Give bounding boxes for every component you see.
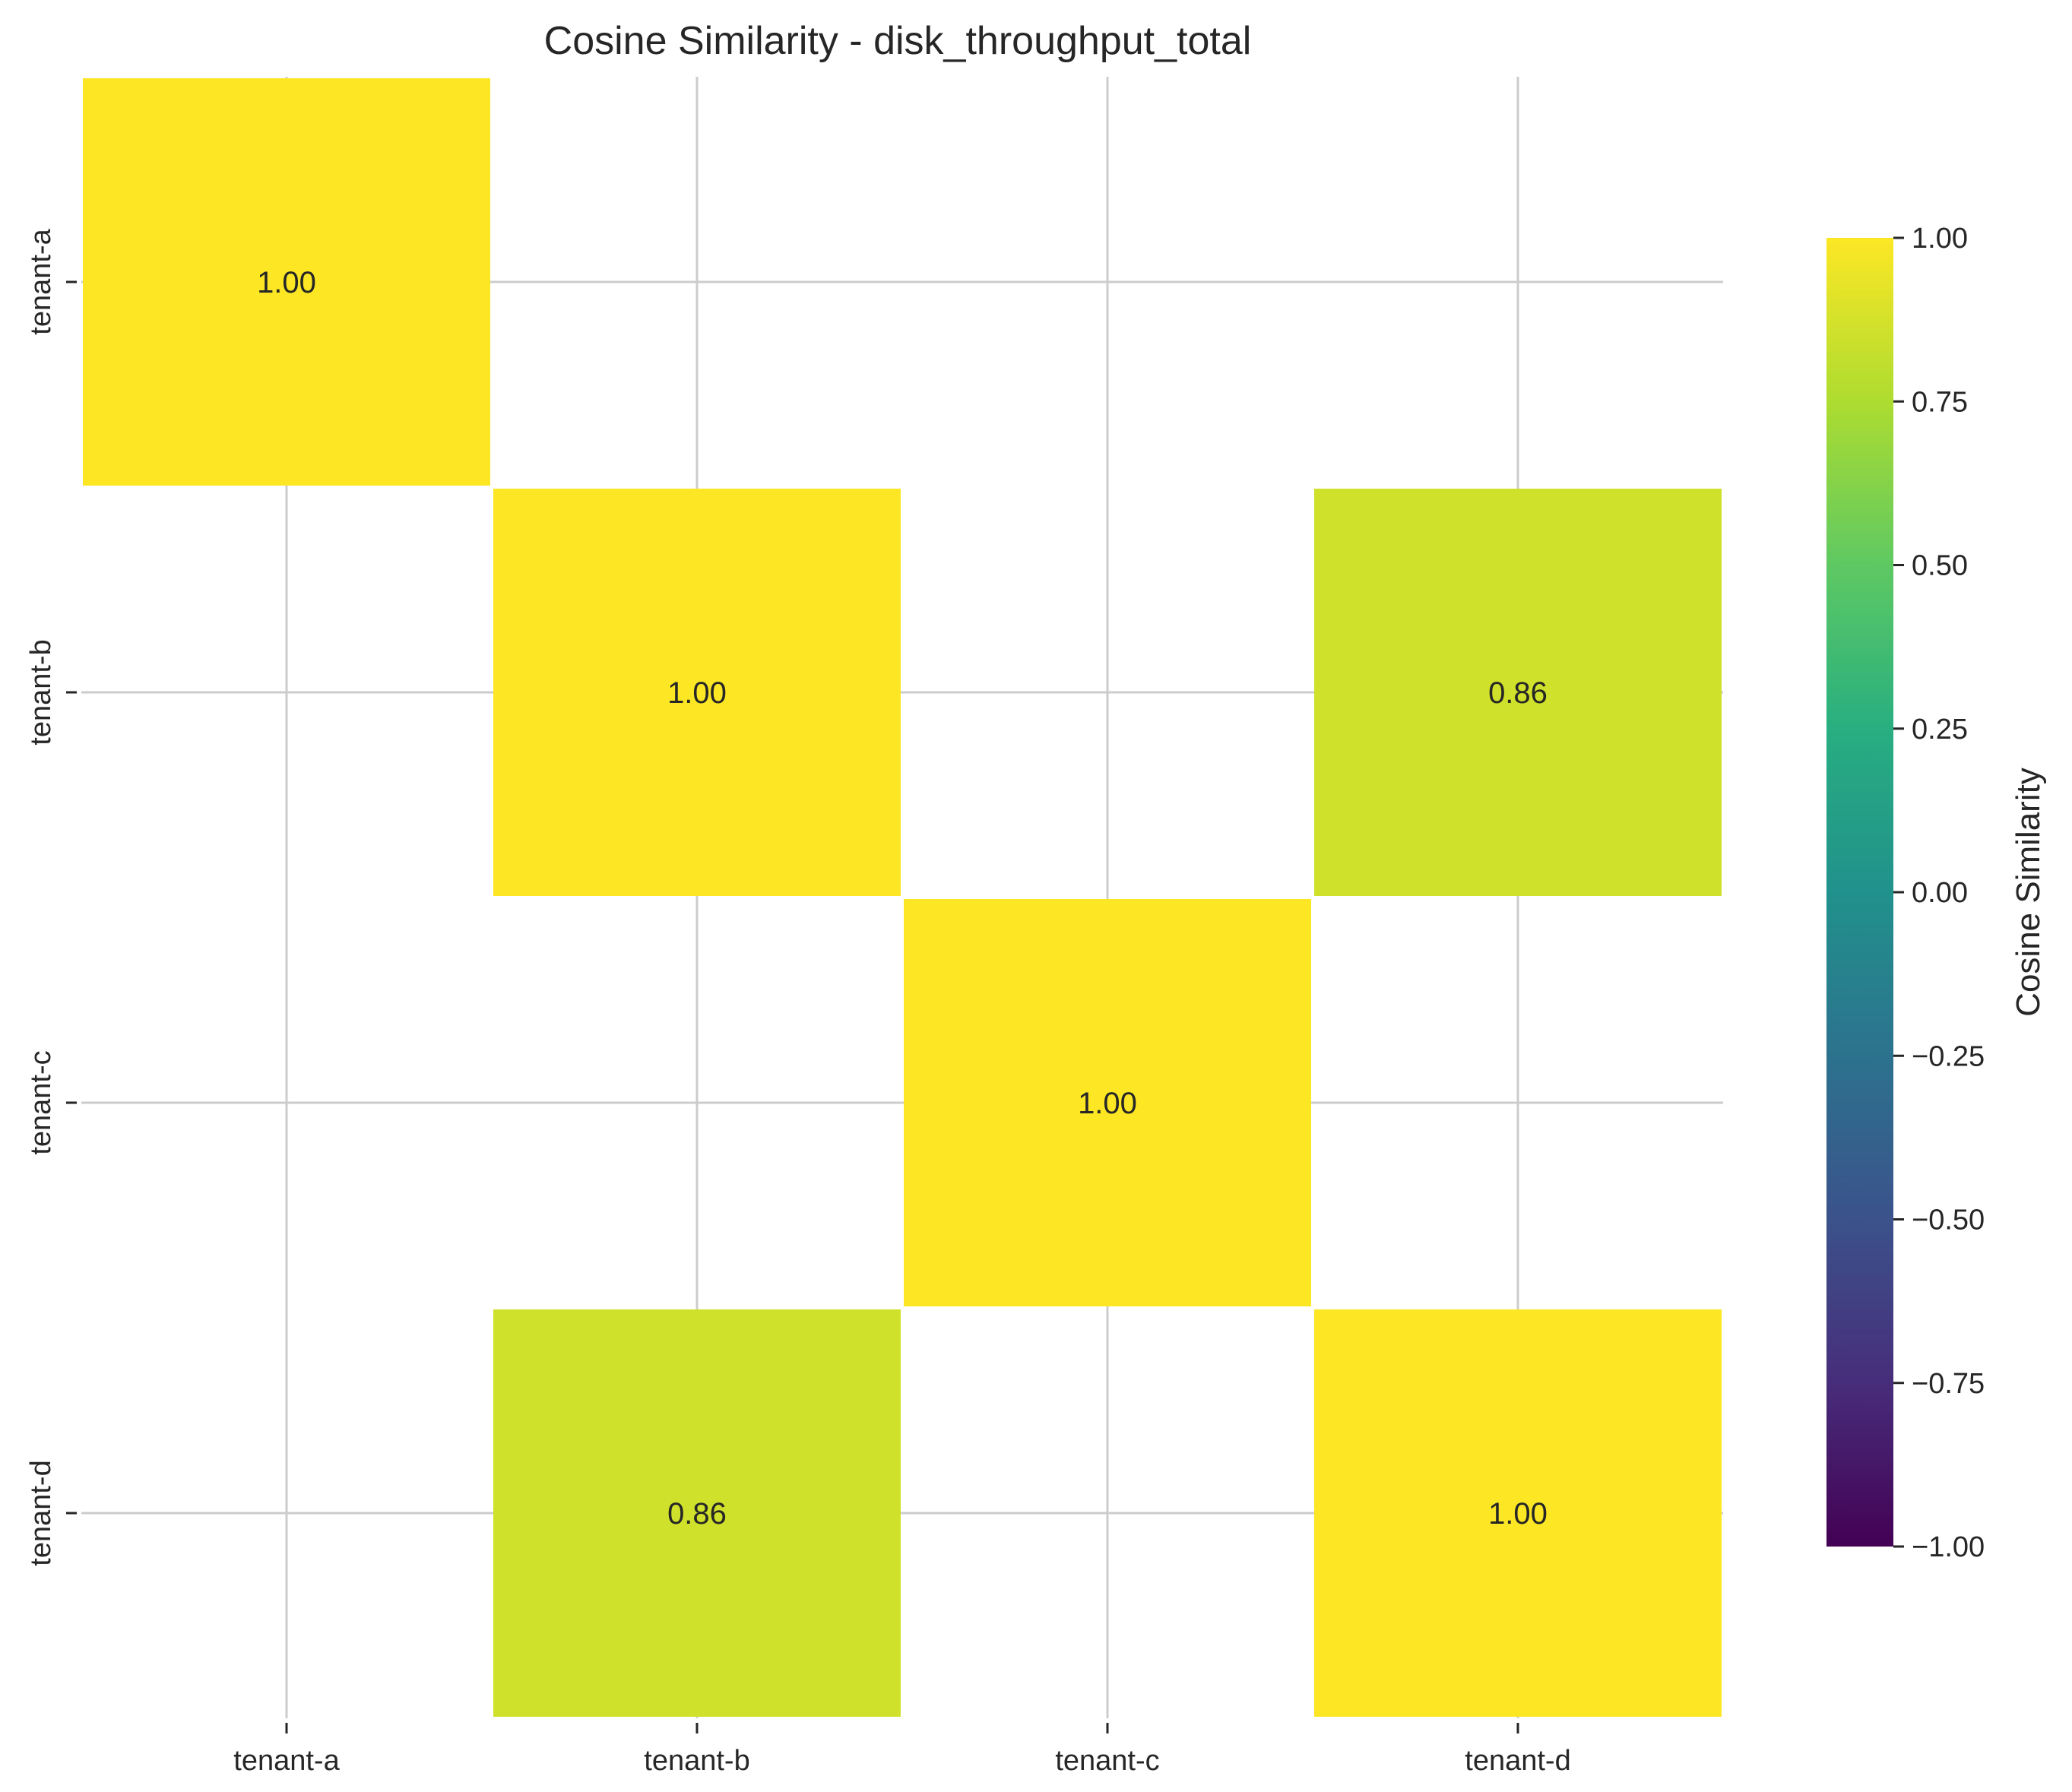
x-tick-label: tenant-d xyxy=(1465,1745,1570,1777)
y-tick-label: tenant-d xyxy=(25,1460,57,1566)
x-tick-label: tenant-c xyxy=(1055,1745,1159,1777)
colorbar-ticks: 1.00 0.75 0.50 0.25 0.00 −0.25 −0.50 −0.75 −1.00 xyxy=(1893,223,1985,1563)
colorbar-gradient xyxy=(1826,238,1893,1547)
cell-value-label: 1.00 xyxy=(1078,1087,1137,1120)
cell-value-label: 1.00 xyxy=(667,676,727,710)
y-tick-label: tenant-b xyxy=(25,639,57,745)
cell-value-label: 0.86 xyxy=(667,1497,727,1531)
heatmap-cell xyxy=(83,78,490,486)
colorbar-tick-label: −0.75 xyxy=(1912,1368,1985,1400)
colorbar-tick-label: −1.00 xyxy=(1912,1531,1985,1563)
heatmap-cell xyxy=(1314,1309,1722,1717)
cell-value-label: 0.86 xyxy=(1488,676,1548,710)
colorbar-tick-label: 0.75 xyxy=(1912,386,1968,418)
heatmap-cell xyxy=(904,899,1311,1306)
heatmap-cell xyxy=(493,1309,901,1717)
colorbar-tick-label: 0.00 xyxy=(1912,877,1968,909)
colorbar-tick-label: −0.25 xyxy=(1912,1040,1985,1072)
colorbar-label: Cosine Similarity xyxy=(2010,768,2047,1017)
cell-value-labels: 1.00 1.00 0.86 1.00 0.86 1.00 xyxy=(257,266,1548,1531)
x-tick-label: tenant-b xyxy=(644,1745,749,1777)
y-tick-label: tenant-a xyxy=(25,228,57,334)
heatmap-cell xyxy=(1314,489,1722,896)
y-axis: tenant-a tenant-b tenant-c tenant-d xyxy=(25,228,77,1566)
colorbar-tick-label: 1.00 xyxy=(1912,223,1968,255)
heatmap-cell xyxy=(493,489,901,896)
cell-value-label: 1.00 xyxy=(1488,1497,1548,1531)
colorbar-tick-label: −0.50 xyxy=(1912,1205,1985,1236)
cell-value-label: 1.00 xyxy=(257,266,316,299)
x-axis: tenant-a tenant-b tenant-c tenant-d xyxy=(233,1723,1571,1777)
y-tick-label: tenant-c xyxy=(25,1050,57,1154)
colorbar-tick-label: 0.50 xyxy=(1912,550,1968,582)
heatmap-cells xyxy=(83,78,1722,1717)
x-tick-label: tenant-a xyxy=(233,1745,340,1777)
chart-title: Cosine Similarity - disk_throughput_tota… xyxy=(544,19,1252,63)
colorbar: 1.00 0.75 0.50 0.25 0.00 −0.25 −0.50 −0.75 −1.00… xyxy=(1826,223,2047,1563)
colorbar-tick-label: 0.25 xyxy=(1912,714,1968,746)
